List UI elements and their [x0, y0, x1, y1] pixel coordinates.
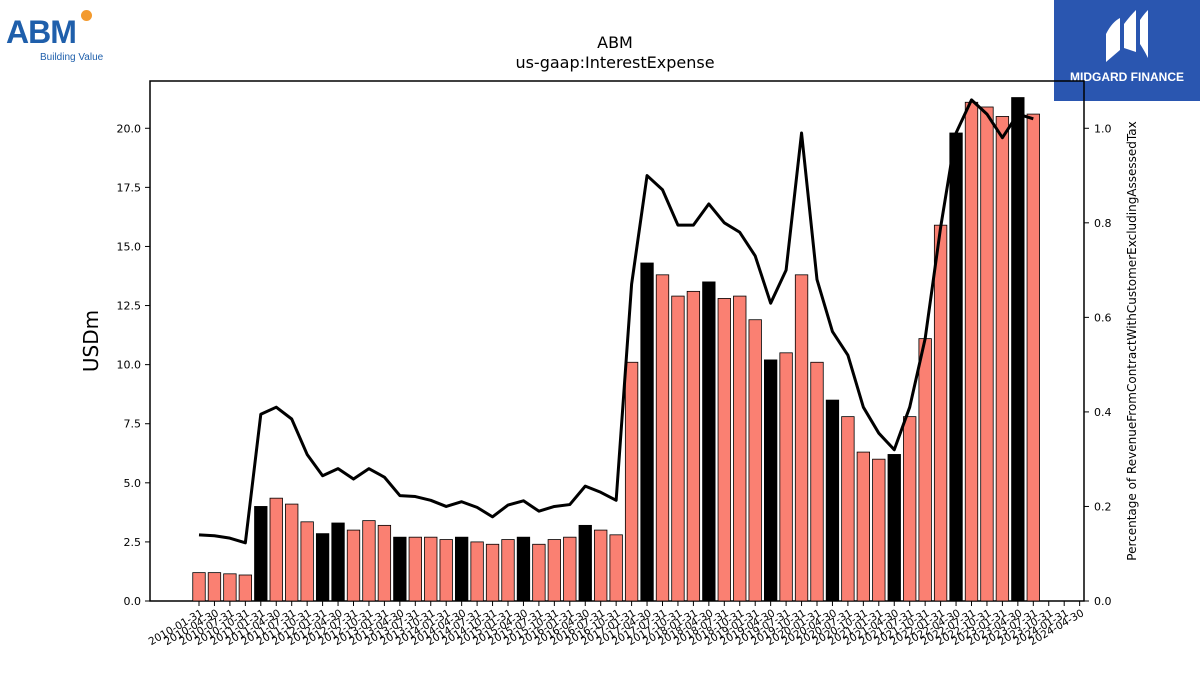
bar-quarter — [964, 101, 979, 602]
bar-quarter — [532, 543, 546, 602]
bar-quarter — [238, 574, 253, 602]
y2-tick-label: 0.6 — [1094, 311, 1112, 324]
y-tick-label: 0.0 — [124, 595, 142, 608]
y-tick-label: 20.0 — [117, 122, 142, 135]
bar-quarter — [903, 416, 917, 602]
bar-quarter — [794, 274, 809, 602]
y-axis-right: 0.0 0.2 0.4 0.6 0.8 1.0 — [1084, 122, 1112, 608]
y-tick-label: 10.0 — [117, 359, 142, 372]
x-axis: 2010-01-312010-04-302010-07-312010-10-31… — [147, 601, 1086, 648]
y2-tick-label: 0.2 — [1094, 500, 1112, 513]
bar-quarter — [362, 520, 376, 602]
bar-quarter — [207, 572, 222, 602]
y-axis-left: 0.0 2.5 5.0 7.5 10.0 12.5 15.0 17.5 20.0 — [117, 122, 150, 608]
chart-title: ABM — [597, 33, 633, 52]
bar-quarter — [918, 338, 932, 602]
y2-axis-label: Percentage of RevenueFromContractWithCus… — [1125, 121, 1139, 560]
bar-quarter — [995, 116, 1010, 602]
bar-quarter — [1026, 113, 1040, 602]
bar-quarter — [285, 503, 299, 602]
bar-quarter — [717, 298, 731, 602]
bar-quarter — [655, 274, 670, 602]
bar-fiscal-year — [887, 454, 901, 602]
bar-quarter — [686, 290, 701, 602]
bar-quarter — [980, 106, 994, 602]
y-tick-label: 15.0 — [117, 240, 142, 253]
bar-fiscal-year — [315, 533, 330, 602]
y2-tick-label: 0.0 — [1094, 595, 1112, 608]
bar-quarter — [856, 451, 870, 602]
abm-logo-dot-icon — [81, 10, 92, 21]
bar-quarter — [346, 529, 361, 602]
y-tick-label: 2.5 — [124, 536, 142, 549]
y2-tick-label: 0.4 — [1094, 406, 1112, 419]
bar-fiscal-year — [825, 399, 840, 602]
bar-quarter — [269, 497, 283, 602]
y-tick-label: 17.5 — [117, 181, 142, 194]
bar-fiscal-year — [578, 524, 592, 602]
abm-logo-wordmark: ABM — [6, 14, 77, 50]
midgard-emblem-icon — [1106, 10, 1148, 62]
bar-quarter — [594, 529, 608, 602]
ratio-line — [198, 98, 1034, 545]
abm-logo-tagline: Building Value — [40, 52, 104, 63]
bar-fiscal-year — [1011, 97, 1025, 602]
bar-quarter — [563, 536, 577, 602]
y2-tick-label: 0.8 — [1094, 217, 1112, 230]
bar-fiscal-year — [702, 281, 716, 602]
chart-subtitle: us-gaap:InterestExpense — [515, 53, 714, 72]
bar-quarter — [408, 536, 422, 602]
bar-fiscal-year — [393, 536, 407, 602]
bar-fiscal-year — [764, 359, 778, 602]
bar-quarter — [624, 361, 639, 602]
bar-quarter — [779, 352, 793, 602]
bar-quarter — [748, 319, 762, 602]
bar-fiscal-year — [640, 262, 654, 602]
bar-quarter — [547, 539, 561, 602]
bar-quarter — [609, 534, 623, 602]
y-tick-label: 7.5 — [124, 418, 142, 431]
bar-quarter — [872, 458, 886, 602]
bar-fiscal-year — [949, 132, 963, 602]
y-axis-label: USDm — [79, 310, 103, 372]
bar-quarter — [424, 536, 438, 602]
bar-fiscal-year — [454, 536, 469, 602]
bar-quarter — [470, 541, 484, 602]
y-tick-label: 12.5 — [117, 300, 142, 313]
bar-quarter — [501, 539, 515, 602]
abm-logo: ABM Building Value — [6, 4, 116, 66]
bar-quarter — [841, 416, 855, 602]
y-tick-label: 5.0 — [124, 477, 142, 490]
bar-fiscal-year — [331, 522, 345, 602]
bar-quarter — [223, 573, 237, 602]
bar-series — [192, 97, 1040, 602]
bar-fiscal-year — [516, 536, 531, 602]
bar-quarter — [810, 361, 824, 602]
bar-quarter — [733, 295, 747, 602]
bar-quarter — [192, 572, 206, 602]
bar-quarter — [933, 224, 948, 602]
midgard-finance-wordmark: MIDGARD FINANCE — [1070, 70, 1184, 84]
bar-quarter — [439, 539, 453, 602]
y2-tick-label: 1.0 — [1094, 122, 1112, 135]
bar-quarter — [300, 521, 314, 602]
bar-quarter — [671, 295, 685, 602]
midgard-finance-logo: MIDGARD FINANCE — [1054, 0, 1200, 101]
bar-fiscal-year — [254, 506, 268, 602]
bar-quarter — [377, 524, 392, 602]
bar-quarter — [485, 543, 500, 602]
